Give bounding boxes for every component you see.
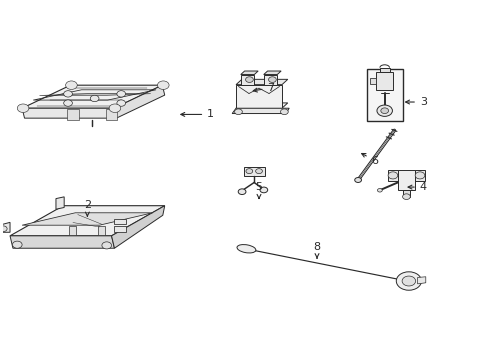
Polygon shape — [22, 213, 152, 225]
Polygon shape — [114, 219, 126, 225]
Polygon shape — [243, 167, 264, 176]
Circle shape — [234, 109, 242, 114]
Circle shape — [245, 168, 252, 174]
Circle shape — [255, 168, 262, 174]
Text: 7: 7 — [253, 83, 274, 93]
Polygon shape — [414, 170, 424, 181]
Text: 3: 3 — [405, 97, 426, 107]
Circle shape — [63, 91, 72, 97]
Circle shape — [109, 104, 121, 112]
Polygon shape — [236, 103, 287, 108]
Polygon shape — [417, 277, 425, 284]
Circle shape — [401, 276, 415, 286]
Polygon shape — [69, 226, 76, 235]
Circle shape — [395, 272, 421, 290]
Bar — [366, 69, 402, 121]
Polygon shape — [236, 79, 287, 85]
Polygon shape — [397, 170, 414, 190]
Polygon shape — [369, 78, 375, 84]
Circle shape — [12, 241, 22, 248]
Circle shape — [402, 194, 409, 199]
Circle shape — [102, 242, 111, 249]
Text: 8: 8 — [313, 242, 320, 258]
Polygon shape — [263, 75, 277, 85]
Circle shape — [380, 108, 388, 113]
Polygon shape — [111, 206, 164, 248]
Circle shape — [268, 77, 276, 82]
Polygon shape — [56, 197, 64, 209]
Circle shape — [354, 177, 361, 183]
Polygon shape — [22, 85, 162, 108]
Polygon shape — [240, 71, 258, 75]
Polygon shape — [232, 108, 288, 113]
Circle shape — [260, 187, 267, 193]
Circle shape — [376, 105, 392, 116]
Circle shape — [157, 81, 169, 89]
Polygon shape — [114, 226, 126, 231]
Circle shape — [17, 104, 29, 112]
Polygon shape — [0, 222, 10, 232]
Polygon shape — [236, 85, 282, 108]
Circle shape — [387, 172, 397, 179]
Circle shape — [0, 226, 7, 231]
Polygon shape — [105, 109, 117, 120]
Polygon shape — [10, 206, 164, 236]
Polygon shape — [379, 68, 389, 72]
Circle shape — [414, 172, 424, 179]
Circle shape — [238, 189, 245, 194]
Circle shape — [90, 95, 99, 102]
Polygon shape — [22, 108, 116, 118]
Polygon shape — [114, 85, 164, 118]
Polygon shape — [263, 71, 281, 75]
Circle shape — [65, 81, 77, 89]
Polygon shape — [10, 236, 114, 248]
Circle shape — [377, 189, 382, 192]
Polygon shape — [387, 170, 397, 181]
Text: 5: 5 — [255, 182, 262, 198]
Text: 6: 6 — [361, 153, 378, 166]
Circle shape — [117, 91, 125, 97]
Polygon shape — [402, 190, 409, 197]
Ellipse shape — [237, 244, 255, 253]
Polygon shape — [67, 109, 79, 120]
Circle shape — [63, 100, 72, 106]
Text: 2: 2 — [83, 200, 91, 216]
Polygon shape — [375, 72, 393, 90]
Circle shape — [280, 109, 287, 114]
Circle shape — [245, 77, 253, 82]
Polygon shape — [98, 226, 105, 235]
Polygon shape — [240, 75, 254, 85]
Circle shape — [117, 100, 125, 106]
Text: 1: 1 — [181, 109, 214, 120]
Text: 4: 4 — [407, 182, 426, 192]
